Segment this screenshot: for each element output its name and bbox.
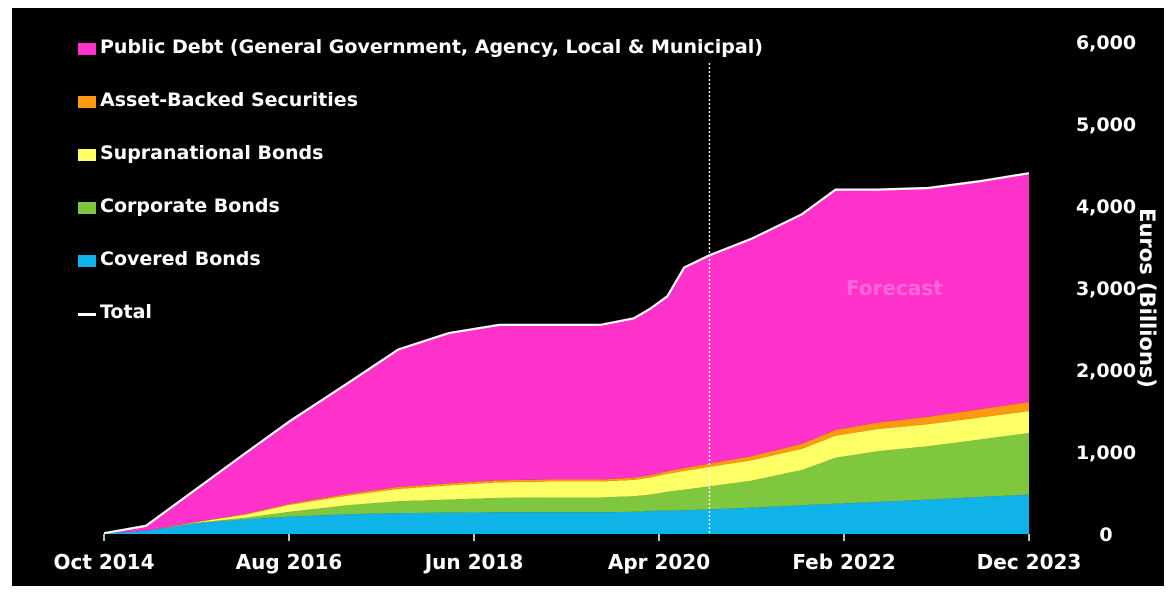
legend-line-swatch xyxy=(78,313,96,316)
legend-item: Asset-Backed Securities xyxy=(78,89,763,142)
area-series-2 xyxy=(104,411,1029,534)
x-tick-label: Aug 2016 xyxy=(236,550,343,574)
y-tick-label: 2,000 xyxy=(1076,360,1136,382)
legend-label: Asset-Backed Securities xyxy=(100,89,359,111)
legend-swatch xyxy=(78,149,96,161)
legend: Public Debt (General Government, Agency,… xyxy=(78,36,763,354)
legend-swatch xyxy=(78,202,96,214)
y-tick-label: 6,000 xyxy=(1076,32,1136,54)
legend-swatch xyxy=(78,43,96,55)
y-tick-label: 5,000 xyxy=(1076,114,1136,136)
y-tick-label: 1,000 xyxy=(1076,442,1136,464)
legend-item: Covered Bonds xyxy=(78,248,763,301)
legend-label: Covered Bonds xyxy=(100,248,261,270)
y-tick-label: 0 xyxy=(1099,524,1112,546)
area-series-4 xyxy=(104,173,1029,534)
legend-item: Supranational Bonds xyxy=(78,142,763,195)
legend-swatch xyxy=(78,96,96,108)
total-line xyxy=(103,172,1030,535)
x-tick-label: Jun 2018 xyxy=(423,550,524,574)
y-axis-ticks: 0 1,000 2,000 3,000 4,000 5,000 6,000 xyxy=(1076,32,1136,546)
legend-label: Corporate Bonds xyxy=(100,195,280,217)
legend-label: Supranational Bonds xyxy=(100,142,324,164)
y-tick-label: 4,000 xyxy=(1076,196,1136,218)
total-line-group xyxy=(103,172,1030,535)
legend-swatch xyxy=(78,255,96,267)
legend-label: Total xyxy=(100,301,152,323)
chart: 0 1,000 2,000 3,000 4,000 5,000 6,000 Oct 2014… xyxy=(53,32,1159,574)
forecast-annotation: Forecast xyxy=(846,276,943,300)
legend-label: Public Debt (General Government, Agency,… xyxy=(100,36,763,58)
area-series-1 xyxy=(104,433,1029,534)
legend-item: Public Debt (General Government, Agency,… xyxy=(78,36,763,89)
x-tick-label: Feb 2022 xyxy=(792,550,895,574)
x-tick-label: Oct 2014 xyxy=(53,550,154,574)
y-tick-label: 3,000 xyxy=(1076,278,1136,300)
x-axis-ticks: Oct 2014 Aug 2016 Jun 2018 Apr 2020 Feb 2022… xyxy=(53,534,1081,574)
x-tick-label: Dec 2023 xyxy=(977,550,1082,574)
chart-frame: 0 1,000 2,000 3,000 4,000 5,000 6,000 Oct 2014… xyxy=(12,8,1164,586)
legend-item: Corporate Bonds xyxy=(78,195,763,248)
area-layers xyxy=(104,173,1029,534)
legend-item-total: Total xyxy=(78,301,763,354)
area-series-0 xyxy=(104,494,1029,534)
x-tick-label: Apr 2020 xyxy=(608,550,710,574)
y-axis-label: Euros (Billions) xyxy=(1135,208,1159,388)
